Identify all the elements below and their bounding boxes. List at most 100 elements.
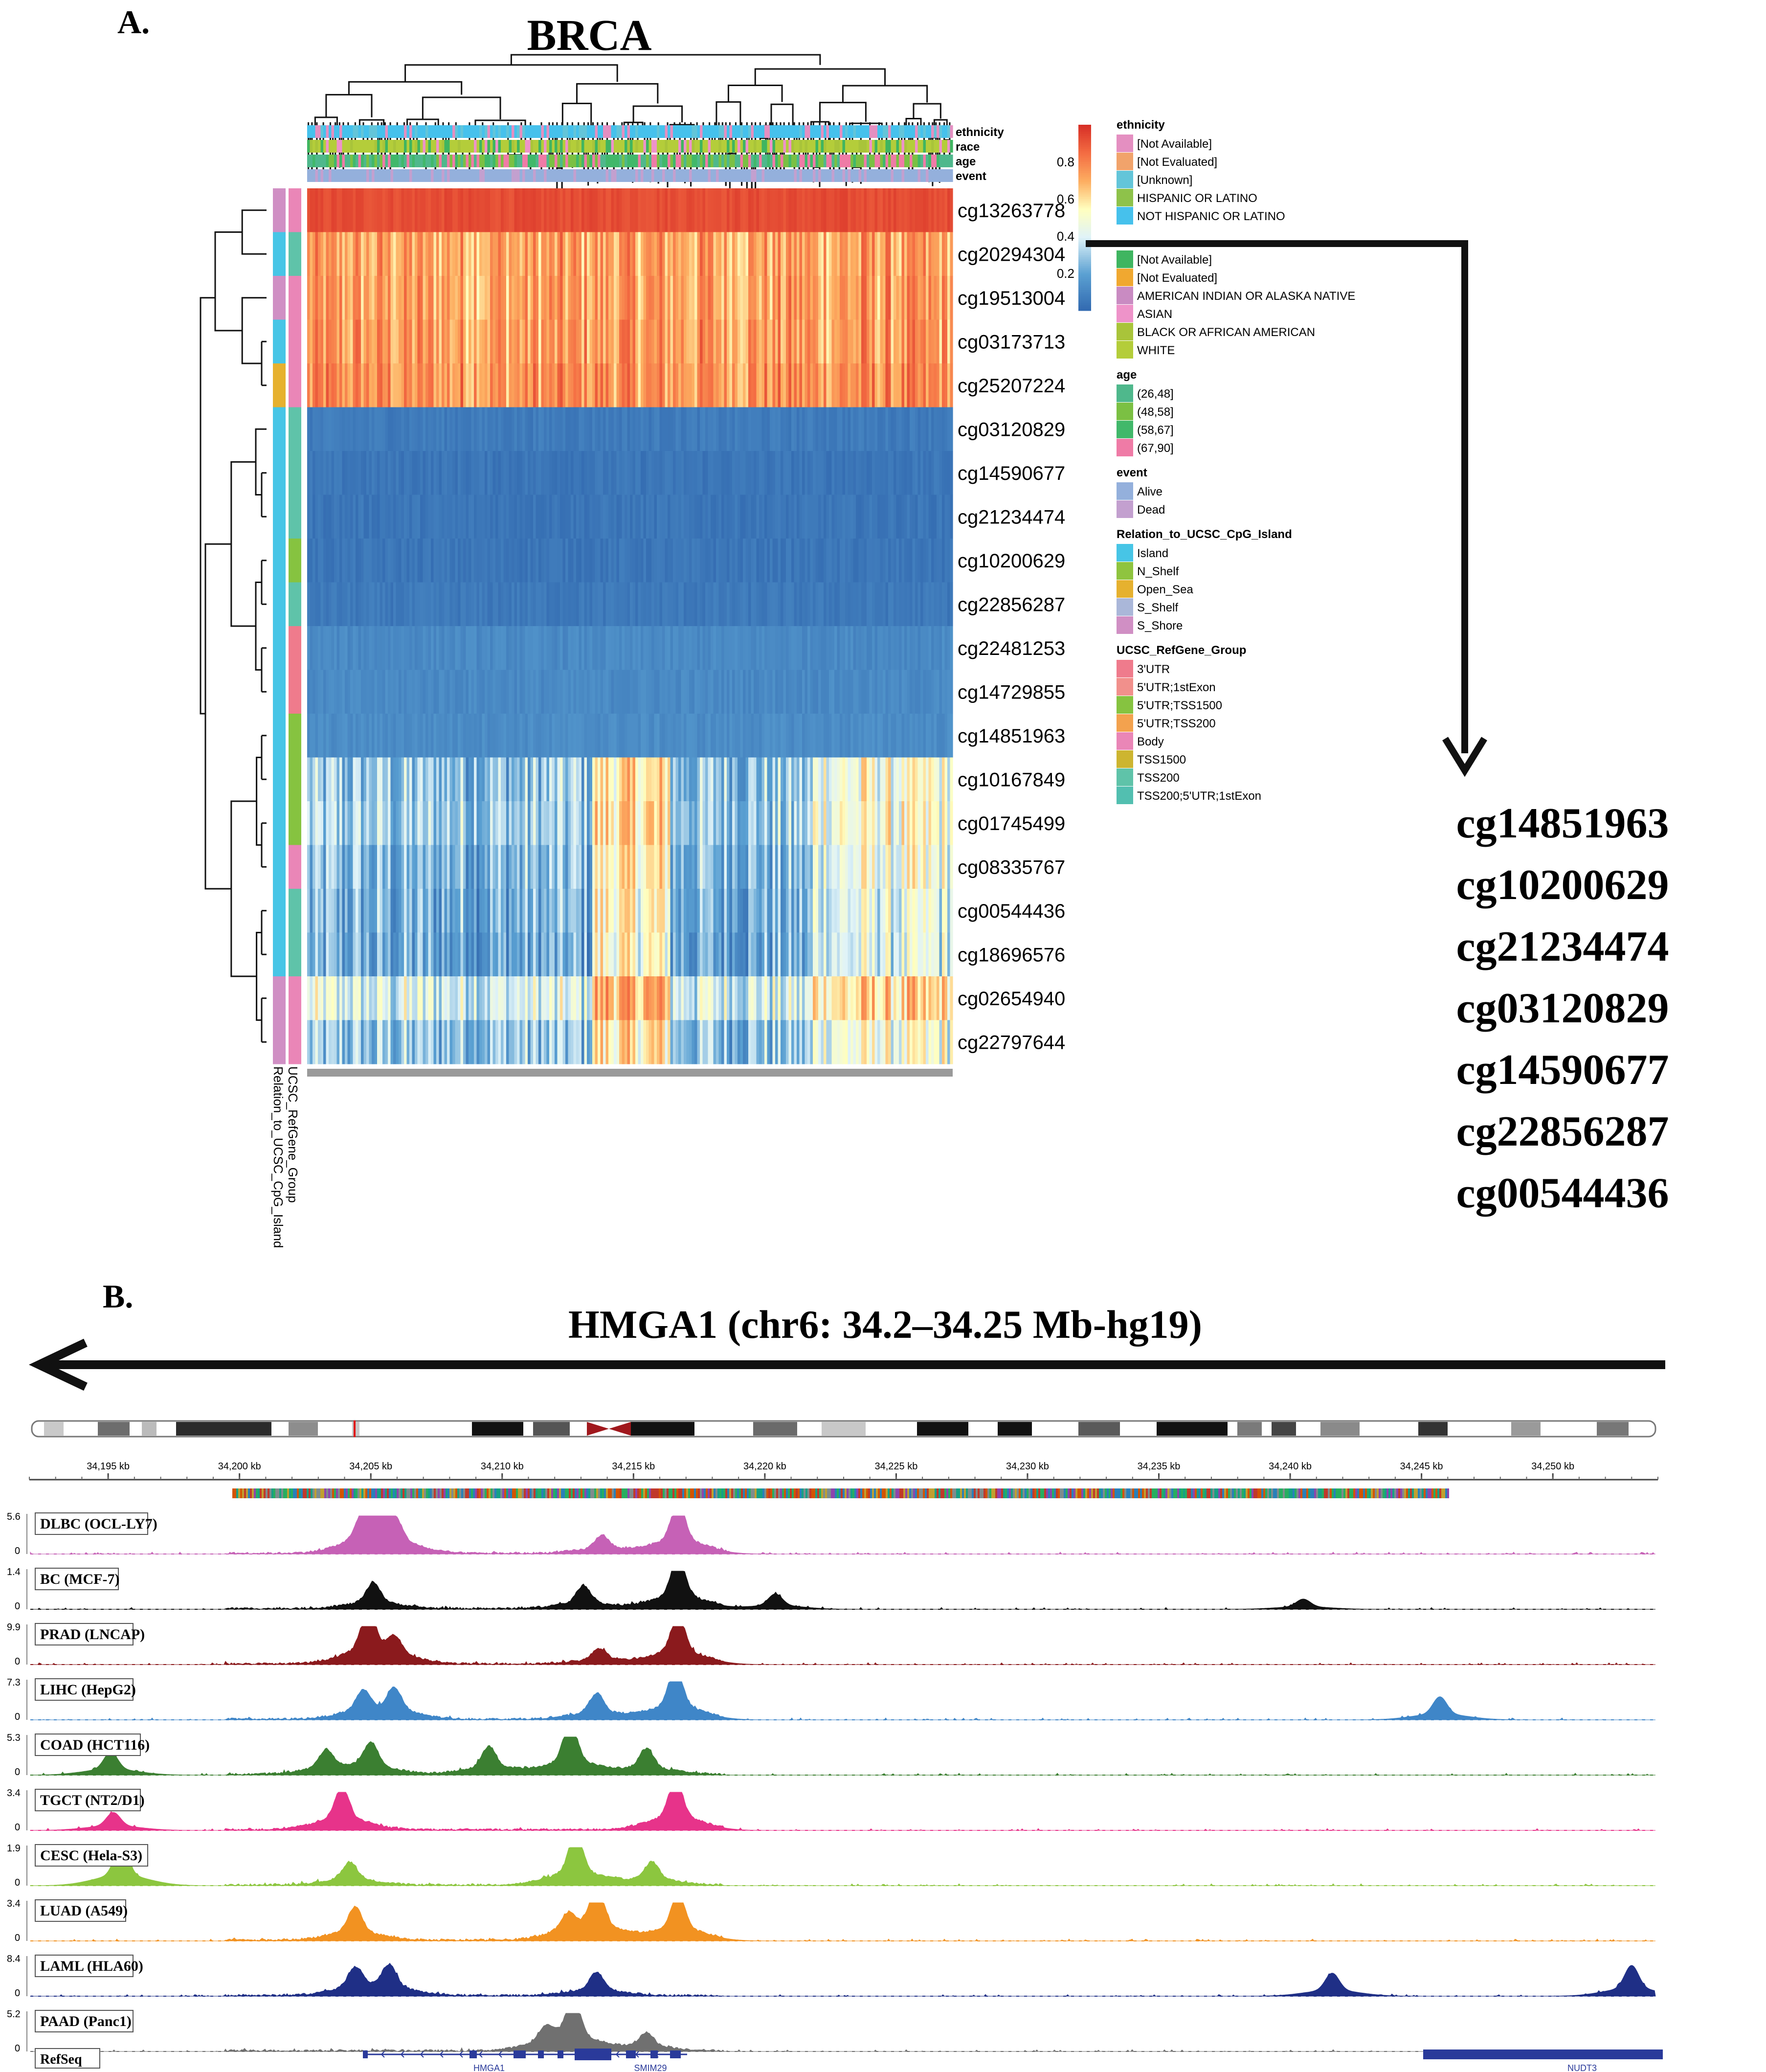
heatmap-cell (625, 363, 628, 408)
annotation-cell (444, 125, 447, 138)
heatmap-cell (702, 757, 706, 802)
heatmap-cell (885, 582, 889, 627)
heatmap-cell (415, 626, 418, 671)
heatmap-cell (495, 714, 499, 758)
heatmap-cell (829, 232, 832, 276)
heatmap-cell (525, 582, 528, 627)
heatmap-cell (867, 757, 870, 802)
heatmap-cell (320, 845, 324, 889)
heatmap-cell (476, 319, 480, 364)
heatmap-cell (522, 626, 526, 671)
heatmap-cell (891, 407, 894, 451)
heatmap-cell (915, 407, 918, 451)
annotation-cell (533, 140, 537, 153)
annotation-cell (501, 140, 504, 153)
annotation-cell (530, 125, 534, 138)
annotation-cell (393, 140, 397, 153)
heatmap-cell (807, 319, 811, 364)
heatmap-cell (385, 714, 388, 758)
heatmap-cell (716, 670, 719, 714)
heatmap-cell (420, 582, 424, 627)
heatmap-cell (928, 801, 932, 846)
heatmap-cell (727, 626, 730, 671)
heatmap-cell (329, 276, 332, 320)
heatmap-cell (826, 232, 829, 276)
heatmap-cell (525, 407, 528, 451)
heatmap-cell (724, 801, 727, 846)
heatmap-cell (415, 363, 418, 408)
heatmap-cell (791, 232, 795, 276)
heatmap-cell (423, 539, 426, 583)
heatmap-cell (751, 801, 754, 846)
heatmap-cell (442, 582, 445, 627)
heatmap-cell (533, 845, 537, 889)
heatmap-cell (743, 714, 746, 758)
heatmap-cell (641, 363, 644, 408)
heatmap-cell (380, 276, 383, 320)
heatmap-cell (907, 539, 910, 583)
annotation-cell (721, 155, 725, 167)
heatmap-cell (931, 626, 935, 671)
annotation-cell (864, 155, 867, 167)
heatmap-cell (334, 582, 337, 627)
heatmap-cell (417, 407, 421, 451)
heatmap-cell (525, 276, 528, 320)
heatmap-cell (689, 539, 693, 583)
heatmap-cell (444, 801, 447, 846)
heatmap-cell (576, 495, 580, 539)
heatmap-cell (756, 319, 760, 364)
row-annotation-bars (273, 188, 301, 1064)
heatmap-cell (874, 451, 878, 495)
heatmap-cell (573, 319, 577, 364)
heatmap-cell (802, 451, 805, 495)
heatmap-cell (824, 451, 827, 495)
heatmap-cell (901, 670, 905, 714)
heatmap-cell (638, 188, 641, 233)
heatmap-cell (581, 407, 585, 451)
heatmap-cell (813, 801, 816, 846)
heatmap-cell (942, 495, 945, 539)
heatmap-cell (805, 757, 808, 802)
heatmap-cell (433, 801, 437, 846)
heatmap-cell (565, 407, 569, 451)
annotation-cell (937, 169, 940, 182)
heatmap-cell (899, 757, 902, 802)
annotation-cell (331, 169, 335, 182)
heatmap-cell (479, 495, 483, 539)
heatmap-cell (366, 319, 370, 364)
heatmap-cell (794, 451, 797, 495)
heatmap-cell (662, 757, 666, 802)
heatmap-cell (390, 363, 394, 408)
heatmap-cell (684, 451, 687, 495)
heatmap-cell (648, 757, 652, 802)
heatmap-cell (813, 670, 816, 714)
heatmap-cell (382, 188, 386, 233)
heatmap-cell (810, 276, 813, 320)
heatmap-cell (536, 670, 539, 714)
heatmap-cell (684, 188, 687, 233)
heatmap-cell (469, 363, 472, 408)
heatmap-cell (700, 495, 703, 539)
heatmap-cell (684, 319, 687, 364)
heatmap-cell (517, 188, 520, 233)
annotation-cell (380, 125, 383, 138)
heatmap-cell (552, 539, 555, 583)
annotation-cell (950, 125, 953, 138)
heatmap-cell (619, 495, 623, 539)
heatmap-cell (342, 276, 345, 320)
heatmap-cell (654, 714, 657, 758)
heatmap-cell (670, 582, 673, 627)
annotation-cell (603, 169, 606, 182)
heatmap-cell (684, 670, 687, 714)
heatmap-cell (625, 626, 628, 671)
heatmap-cell (845, 757, 849, 802)
heatmap-cell (603, 495, 606, 539)
heatmap-cell (724, 451, 727, 495)
annotation-cell (791, 140, 795, 153)
heatmap-cell (399, 451, 402, 495)
heatmap-cell (433, 451, 437, 495)
annotation-cell (842, 155, 846, 167)
annotation-cell (388, 155, 391, 167)
heatmap-cell (326, 188, 329, 233)
heatmap-cell (366, 188, 370, 233)
